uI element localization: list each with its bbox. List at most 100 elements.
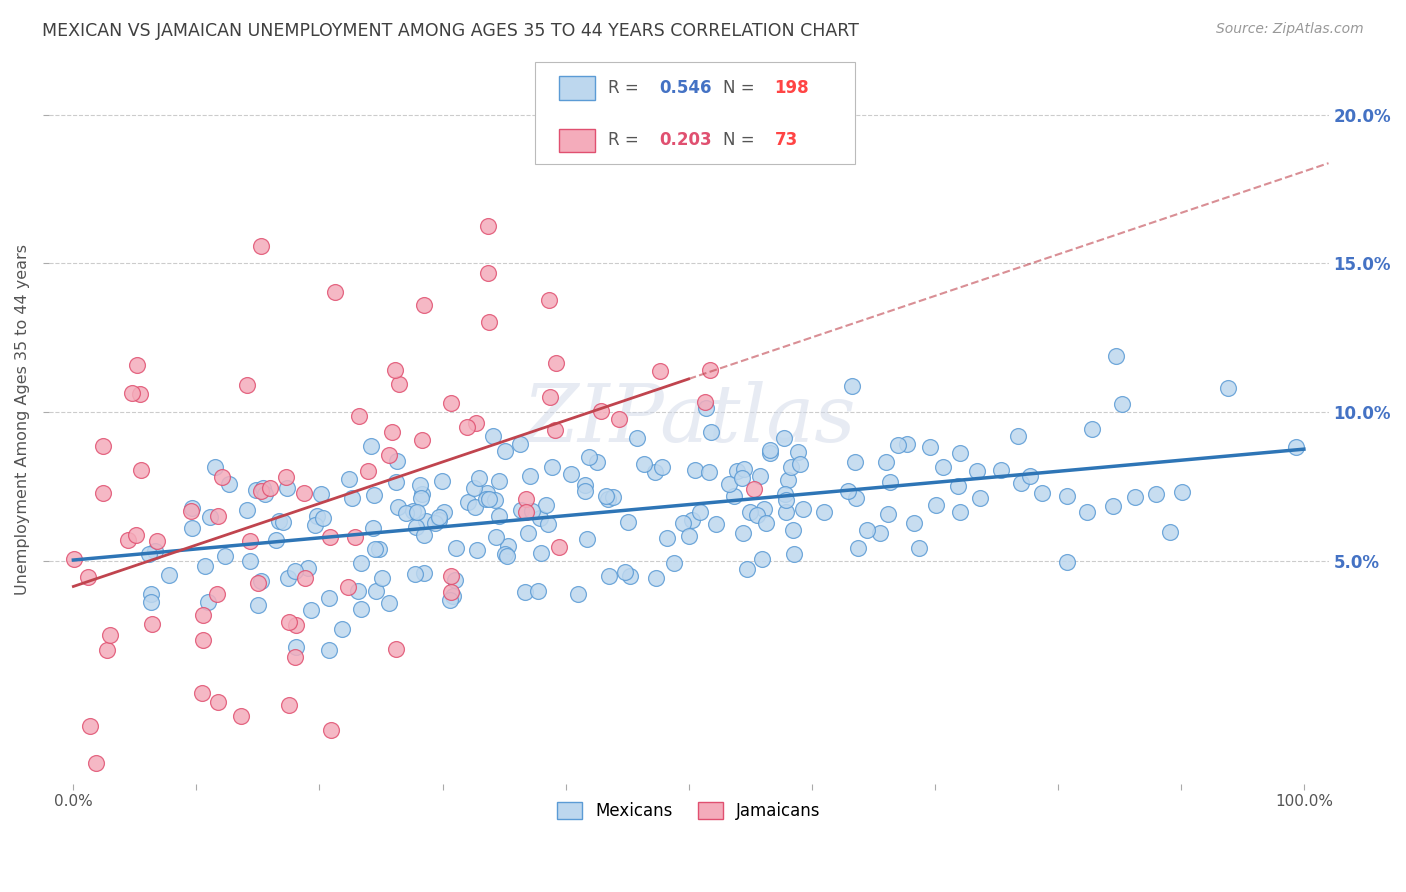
Point [484,492,506,507]
Point [586,455,609,469]
Point [751,552,773,566]
Point [236,503,259,517]
Point [733,462,755,476]
Point [567,587,589,601]
Point [529,510,551,524]
Point [211,470,233,484]
Point [218,476,240,491]
Point [1031,486,1053,500]
Point [387,500,409,514]
Point [117,533,139,547]
Point [730,470,752,484]
Point [207,695,229,709]
Point [844,455,866,469]
Point [96,642,118,657]
Point [415,514,437,528]
Point [903,516,925,531]
Point [718,476,741,491]
Point [747,508,769,523]
Point [387,377,409,392]
Point [648,364,671,378]
Point [91,486,114,500]
Point [384,363,406,377]
Point [207,508,229,523]
Point [494,444,516,458]
Point [672,516,695,531]
Point [247,576,270,591]
Point [966,464,988,478]
Point [336,580,359,594]
Point [146,533,169,548]
Point [515,491,537,506]
Point [411,487,433,501]
Point [651,459,673,474]
Point [404,566,426,581]
Point [141,616,163,631]
Point [813,505,835,519]
Point [440,396,463,410]
Point [837,484,859,499]
Point [740,505,762,519]
Point [439,593,461,607]
Point [879,475,901,490]
Point [91,439,114,453]
Point [792,501,814,516]
Point [752,501,775,516]
Point [496,539,519,553]
Point [277,571,299,585]
Point [405,520,427,534]
Point [758,442,780,457]
Point [323,285,346,299]
Text: 0.546: 0.546 [659,78,711,97]
Point [1105,349,1128,363]
Point [139,595,162,609]
Point [602,490,624,504]
Point [494,547,516,561]
Point [384,642,406,657]
Point [463,482,485,496]
Point [277,698,299,712]
Bar [560,77,595,100]
Point [735,562,758,576]
Point [456,420,478,434]
Point [495,549,517,563]
Point [350,556,373,570]
Point [77,569,100,583]
Point [772,431,794,445]
Point [515,505,537,519]
Point [360,439,382,453]
Point [485,530,508,544]
Point [1285,440,1308,454]
Point [537,293,560,308]
Point [990,463,1012,477]
Point [387,454,409,468]
Point [284,649,307,664]
Point [530,546,553,560]
Point [191,608,214,623]
Point [775,493,797,508]
Point [344,530,367,544]
Point [949,505,972,519]
Point [264,533,287,547]
Text: N =: N = [723,131,761,149]
Point [591,404,613,418]
Point [755,516,778,530]
Point [231,709,253,723]
Point [309,487,332,501]
Point [780,459,803,474]
Point [457,495,479,509]
Point [180,500,202,515]
Point [250,239,273,253]
Point [699,362,721,376]
Point [574,484,596,499]
Point [681,513,703,527]
Point [157,567,180,582]
Point [536,499,558,513]
Point [250,484,273,499]
Point [312,510,335,524]
Point [139,587,162,601]
Point [191,686,214,700]
Text: 0.203: 0.203 [659,131,711,149]
Point [517,526,540,541]
Point [363,488,385,502]
